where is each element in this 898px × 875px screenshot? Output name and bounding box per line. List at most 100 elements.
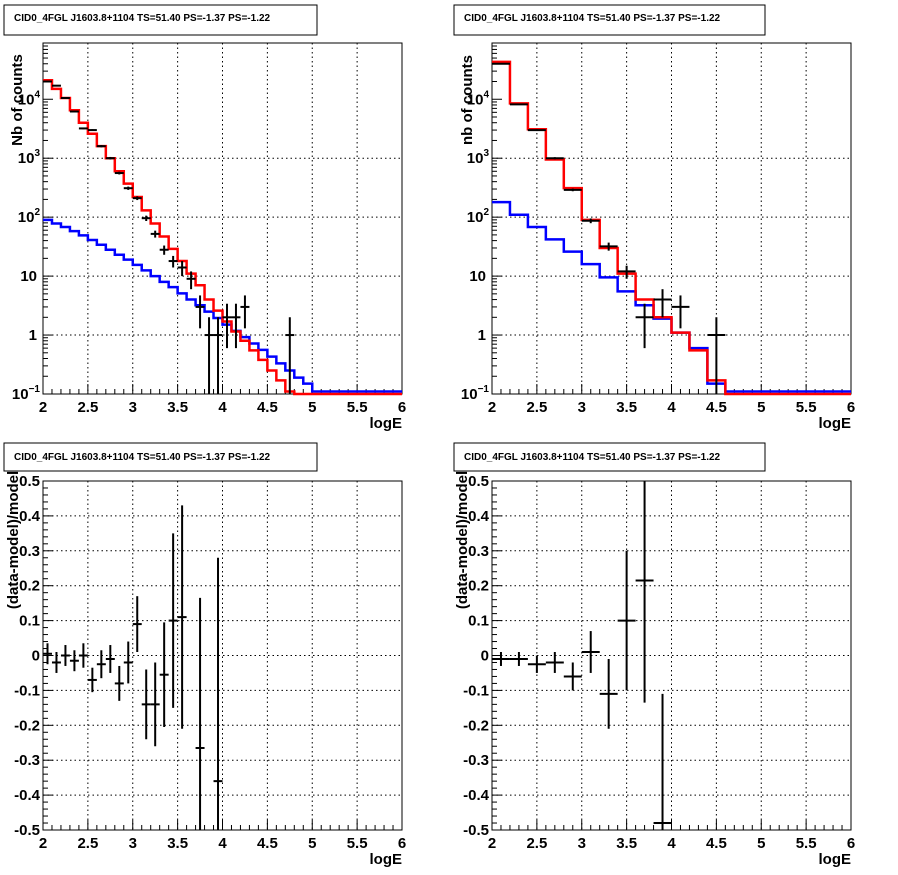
y-tick-base: 10 [467, 150, 484, 167]
x-tick-label: 4 [218, 399, 227, 416]
x-tick-label: 3.5 [616, 399, 637, 416]
x-tick-label: 6 [398, 835, 406, 852]
residual-point [132, 596, 142, 653]
x-tick-label: 5 [308, 399, 316, 416]
x-tick-label: 2 [39, 835, 47, 852]
x-tick-label: 5.5 [347, 835, 368, 852]
data-point [123, 186, 133, 190]
residual-point [87, 667, 97, 693]
x-axis-label: logE [819, 415, 852, 432]
residual-point [123, 641, 133, 684]
x-tick-label: 5 [757, 399, 765, 416]
x-tick-label: 5 [757, 835, 765, 852]
chart-title: CID0_4FGL J1603.8+1104 TS=51.40 PS=-1.37… [14, 13, 271, 24]
y-tick-label: 0 [32, 648, 40, 665]
x-tick-label: 2.5 [77, 835, 98, 852]
y-tick-label: 0.5 [19, 473, 40, 490]
y-tick-label: 104 [18, 89, 41, 108]
residual-point [653, 693, 672, 830]
residual-point [635, 481, 654, 703]
y-tick-label: -0.4 [463, 787, 490, 804]
residual-point [545, 652, 564, 673]
y-axis-label: nb of counts [459, 55, 476, 145]
y-tick-label: 0.2 [19, 578, 40, 595]
residual-point [96, 650, 106, 679]
data-point [105, 156, 115, 160]
x-tick-label: 4.5 [706, 399, 727, 416]
series-model-line [492, 60, 851, 396]
panel-4: CID0_4FGL J1603.8+1104 TS=51.40 PS=-1.37… [453, 442, 855, 868]
title-box [3, 442, 318, 472]
residual-point [150, 662, 160, 747]
chart-title: CID0_4FGL J1603.8+1104 TS=51.40 PS=-1.37… [464, 13, 721, 24]
data-point [213, 317, 223, 394]
title-box [453, 442, 766, 472]
data-point [563, 188, 582, 192]
data-point [78, 127, 88, 130]
data-point [87, 129, 97, 132]
x-tick-label: 3 [129, 399, 137, 416]
data-point [285, 317, 295, 394]
y-tick-label: 0.4 [19, 508, 41, 525]
panel-2: CID0_4FGL J1603.8+1104 TS=51.40 PS=-1.37… [453, 4, 855, 432]
y-tick-base: 10 [18, 91, 35, 108]
y-tick-exponent: −1 [29, 384, 41, 395]
y-tick-exponent: 4 [483, 89, 489, 100]
data-point [60, 97, 70, 100]
x-tick-label: 4.5 [257, 835, 278, 852]
residual-point [527, 655, 546, 673]
y-tick-label: 102 [18, 207, 41, 226]
chart-title: CID0_4FGL J1603.8+1104 TS=51.40 PS=-1.37… [464, 452, 721, 463]
residual-point [43, 643, 52, 665]
y-tick-base: 10 [18, 209, 35, 226]
data-point [581, 218, 600, 224]
data-point [222, 303, 232, 349]
x-tick-label: 2.5 [77, 399, 98, 416]
x-tick-label: 3 [129, 835, 137, 852]
series-background-line [43, 218, 402, 393]
data-point [671, 295, 690, 329]
residual-point [51, 652, 61, 673]
x-tick-label: 4 [218, 835, 227, 852]
y-tick-label: -0.4 [14, 787, 41, 804]
y-tick-label: -0.2 [463, 717, 489, 734]
x-tick-label: 6 [847, 399, 855, 416]
x-tick-label: 4.5 [706, 835, 727, 852]
y-tick-label: 0.5 [468, 473, 489, 490]
data-point [132, 196, 142, 201]
y-tick-base: 10 [12, 386, 29, 403]
x-axis-label: logE [370, 415, 403, 432]
data-point [527, 129, 546, 132]
residual-point [213, 557, 223, 830]
y-tick-label: 1 [29, 327, 37, 344]
y-tick-label: 10 [469, 268, 486, 285]
data-point [168, 255, 178, 268]
y-tick-label: 0.4 [468, 508, 490, 525]
data-point [492, 62, 510, 65]
data-point [51, 84, 61, 87]
data-point [69, 110, 79, 113]
y-tick-label: 0.1 [468, 613, 489, 630]
residual-point [141, 669, 151, 740]
x-tick-label: 3.5 [167, 835, 188, 852]
residual-point [60, 645, 70, 666]
data-point [186, 271, 196, 290]
x-tick-label: 6 [398, 399, 406, 416]
x-tick-label: 3.5 [616, 835, 637, 852]
y-tick-label: 10−1 [12, 384, 41, 403]
residual-point [159, 622, 169, 728]
y-tick-label: 0.3 [468, 543, 489, 560]
data-point [195, 295, 205, 329]
y-tick-label: -0.5 [463, 822, 489, 839]
x-tick-label: 5.5 [347, 399, 368, 416]
y-tick-exponent: 2 [34, 207, 40, 218]
residual-point [114, 665, 124, 701]
y-tick-label: -0.3 [463, 752, 489, 769]
y-tick-label: 103 [18, 148, 41, 167]
residual-point [509, 652, 528, 666]
residual-point [177, 505, 187, 729]
data-point [599, 242, 618, 251]
data-point [177, 261, 187, 277]
y-tick-label: 0.3 [19, 543, 40, 560]
x-tick-label: 5.5 [796, 835, 817, 852]
